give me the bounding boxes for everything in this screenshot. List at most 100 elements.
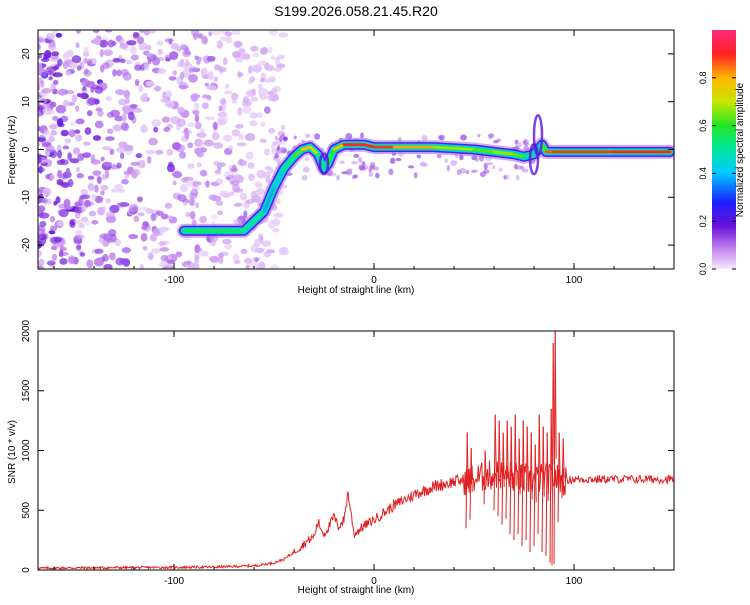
noise-blob [255,197,260,203]
noise-blob [48,132,54,140]
noise-blob [164,54,174,59]
colorbar-ticks: 0.0 0.2 0.4 0.6 0.8 [698,72,736,275]
noise-blob [375,172,380,179]
noise-blob [213,142,223,149]
noise-blob [304,156,310,162]
noise-blob [70,121,76,127]
noise-blob [188,74,198,83]
noise-blob [164,102,173,107]
noise-blob [90,159,101,165]
y-tick-label: 1500 [21,379,32,402]
noise-blob [72,147,81,155]
noise-blob [159,226,170,232]
noise-blob [240,248,248,255]
noise-blob [100,190,105,196]
x-tick-label: -100 [164,275,184,286]
snr-x-label: Height of straight line (km) [298,585,415,596]
noise-blob [168,38,173,45]
noise-blob [40,103,51,108]
noise-blob [52,115,59,121]
noise-blob [38,193,44,198]
y-tick-label: 1000 [21,439,32,462]
noise-blob [63,205,73,210]
noise-blob [348,168,353,172]
colorbar-tick-label: 0.4 [698,167,708,180]
noise-blob [41,88,52,94]
noise-blob [123,90,131,99]
noise-blob [47,198,52,205]
noise-blob [55,196,61,204]
noise-blob [40,57,50,63]
noise-blob [123,170,133,175]
noise-blob [94,120,104,129]
noise-blob [38,53,43,59]
noise-blob [195,202,200,209]
snr-spike [494,414,497,473]
noise-blob [79,92,88,99]
noise-blob [168,215,173,221]
noise-blob [254,257,259,262]
noise-blob [149,30,156,34]
noise-blob [53,79,59,85]
noise-blob [38,110,42,118]
noise-blob [121,247,131,254]
noise-blob [111,188,118,193]
noise-blob [232,253,240,262]
noise-blob [249,76,256,83]
noise-blob [102,62,110,70]
noise-blob [130,161,141,166]
noise-blob [492,165,496,170]
noise-blob [64,138,71,144]
noise-blob [94,248,104,254]
noise-blob [38,38,47,43]
noise-blob [249,112,258,119]
noise-blob [132,107,143,113]
noise-blob [238,133,244,140]
snr-spike [558,432,561,486]
noise-blob [114,183,124,190]
noise-blob [353,153,360,158]
noise-blob [92,30,100,33]
noise-blob [205,116,215,121]
noise-blob [196,247,203,252]
noise-blob [59,258,68,265]
noise-blob [390,157,396,164]
noise-blob [87,97,97,106]
noise-blob [42,187,52,196]
noise-blob [166,148,174,156]
colorbar-tick-label: 0.6 [698,119,708,132]
ridge-segment [472,148,496,154]
noise-blob [148,137,158,146]
colorbar-tick-label: 0.2 [698,215,708,228]
noise-blob [91,194,97,201]
noise-blob [177,61,182,68]
noise-blob [214,64,221,71]
noise-blob [126,40,137,46]
snr-spike [506,420,509,479]
x-tick-label: 0 [371,576,377,587]
noise-blob [138,41,148,51]
snr-spike [484,450,487,486]
noise-blob [388,168,394,176]
figure-title: S199.2026.058.21.45.R20 [274,3,438,19]
noise-blob [230,180,240,186]
noise-blob [182,50,192,58]
noise-blob [152,227,161,236]
noise-blob [201,94,211,99]
noise-blob [84,68,89,75]
noise-blob [259,48,268,55]
noise-blob [232,50,241,59]
noise-blob [293,135,297,140]
noise-blob [272,218,281,227]
noise-blob [94,36,101,46]
noise-blob [105,211,114,218]
noise-blob [421,134,428,142]
noise-blob [190,188,199,197]
noise-blob [219,98,227,105]
noise-blob [106,128,114,134]
snr-spike [522,420,525,492]
noise-blob [199,215,208,224]
noise-blob [105,136,115,141]
noise-blob [256,169,266,179]
